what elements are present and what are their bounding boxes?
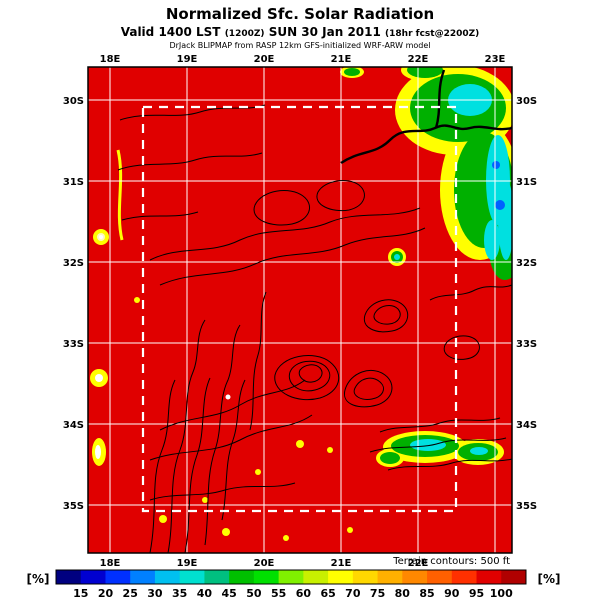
colorbar-unit-left: [%] xyxy=(27,572,50,586)
colorbar-tick-label: 95 xyxy=(469,587,484,600)
colorbar-segment xyxy=(427,570,453,584)
lat-label-left: 31S xyxy=(63,177,84,188)
colorbar-tick-label: 50 xyxy=(246,587,262,600)
lat-label-left: 32S xyxy=(63,258,84,269)
colorbar-tick-label: 35 xyxy=(172,587,187,600)
colorbar-segment xyxy=(56,570,82,584)
lon-label-top: 19E xyxy=(177,54,198,65)
colorbar-segment xyxy=(204,570,230,584)
colorbar-segment xyxy=(501,570,527,584)
colorbar-segment xyxy=(130,570,156,584)
lon-label-top: 18E xyxy=(100,54,121,65)
model-info-line: DrJack BLIPMAP from RASP 12km GFS-initia… xyxy=(169,41,431,50)
lat-label-right: 33S xyxy=(516,339,537,350)
colorbar-tick-label: 60 xyxy=(296,587,312,600)
lon-label-bottom: 18E xyxy=(100,558,121,569)
colorbar-segment xyxy=(278,570,304,584)
forecast-info: (18hr fcst@2200Z) xyxy=(385,29,480,39)
colorbar-tick-label: 70 xyxy=(345,587,361,600)
lat-label-right: 31S xyxy=(516,177,537,188)
colorbar-tick-label: 55 xyxy=(271,587,286,600)
colorbar-tick-label: 80 xyxy=(395,587,411,600)
radiation-fill-patches xyxy=(90,67,512,541)
colorbar-tick-label: 100 xyxy=(490,587,513,600)
colorbar-tick-label: 65 xyxy=(320,587,335,600)
colorbar-tick-label: 40 xyxy=(197,587,213,600)
lat-label-right: 34S xyxy=(516,420,537,431)
lat-label-left: 34S xyxy=(63,420,84,431)
colorbar-tick-label: 85 xyxy=(419,587,434,600)
lat-label-right: 32S xyxy=(516,258,537,269)
colorbar-segment xyxy=(402,570,428,584)
lon-label-top: 20E xyxy=(254,54,275,65)
colorbar-tick-label: 20 xyxy=(98,587,114,600)
axis-labels: 18E 19E 20E 21E 22E 23E 18E 19E 20E 21E 22E 30S 31S 3… xyxy=(63,54,537,569)
station-marker xyxy=(225,394,231,400)
colorbar-segment xyxy=(179,570,205,584)
colorbar-segment xyxy=(328,570,354,584)
lon-label-bottom: 20E xyxy=(254,558,275,569)
valid-date: SUN 30 Jan 2011 xyxy=(268,25,381,39)
lat-label-left: 33S xyxy=(63,339,84,350)
colorbar-tick-label: 15 xyxy=(73,587,88,600)
lat-label-left: 30S xyxy=(63,96,84,107)
lon-label-top: 22E xyxy=(408,54,429,65)
lon-label-bottom: 22E xyxy=(408,558,429,569)
valid-time: Valid 1400 LST xyxy=(120,25,221,39)
colorbar: 15 20 25 30 35 40 45 50 55 60 65 70 75 80 85 90 95 100 xyxy=(55,569,527,600)
lon-label-top: 23E xyxy=(485,54,506,65)
colorbar-tick-label: 30 xyxy=(147,587,163,600)
lon-label-bottom: 19E xyxy=(177,558,198,569)
lon-label-bottom: 21E xyxy=(331,558,352,569)
terrain-contours xyxy=(117,69,512,553)
page-title: Normalized Sfc. Solar Radiation xyxy=(165,5,435,23)
colorbar-segment xyxy=(476,570,502,584)
colorbar-tick-label: 45 xyxy=(222,587,237,600)
colorbar-segment xyxy=(105,570,131,584)
lat-label-right: 35S xyxy=(516,501,537,512)
colorbar-tick-label: 25 xyxy=(123,587,138,600)
lat-label-right: 30S xyxy=(516,96,537,107)
lat-label-left: 35S xyxy=(63,501,84,512)
valid-time-line: Valid 1400 LST (1200Z) SUN 30 Jan 2011 (… xyxy=(0,25,600,39)
colorbar-segment xyxy=(352,570,379,584)
colorbar-border xyxy=(55,569,527,585)
map-frame xyxy=(87,66,513,554)
colorbar-tick-label: 75 xyxy=(370,587,385,600)
colorbar-segment xyxy=(154,570,181,584)
colorbar-unit-right: [%] xyxy=(538,572,561,586)
colorbar-segment xyxy=(253,570,280,584)
colorbar-segment xyxy=(377,570,403,584)
colorbar-segment xyxy=(229,570,255,584)
colorbar-tick-label: 90 xyxy=(444,587,460,600)
colorbar-segment xyxy=(303,570,329,584)
lon-label-top: 21E xyxy=(331,54,352,65)
valid-utc: (1200Z) xyxy=(224,29,265,39)
terrain-note: Terrain contours: 500 ft xyxy=(392,556,510,567)
colorbar-segment xyxy=(451,570,478,584)
colorbar-segment xyxy=(80,570,106,584)
nested-domain-box xyxy=(141,105,458,513)
latlon-grid xyxy=(88,67,512,553)
